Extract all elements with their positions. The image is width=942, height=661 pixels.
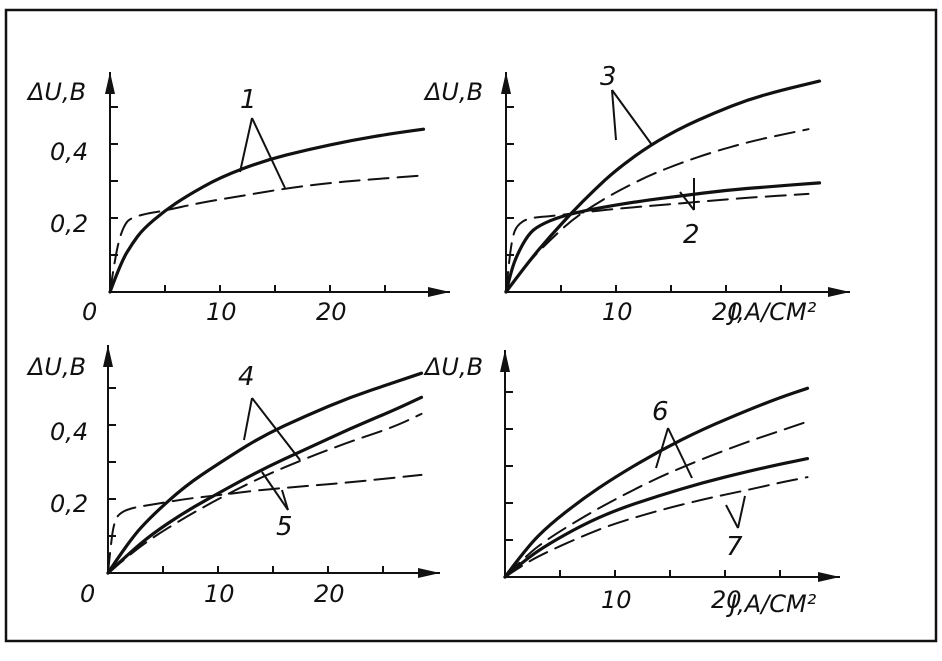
curve-label-7: 7 bbox=[726, 532, 743, 562]
series-5-dashed-3 bbox=[107, 473, 423, 574]
y-axis-arrow bbox=[103, 345, 113, 367]
series-2-dashed-3 bbox=[505, 192, 810, 293]
x-tick-label: 20 bbox=[314, 580, 345, 608]
curve-label-1: 1 bbox=[240, 85, 257, 115]
y-axis-arrow bbox=[501, 72, 511, 94]
leader-line bbox=[679, 191, 695, 211]
curve-label-3: 3 bbox=[600, 62, 617, 92]
series-4-solid-0 bbox=[106, 371, 424, 575]
leader-line bbox=[243, 397, 253, 441]
y-tick-label: 0,2 bbox=[50, 490, 88, 518]
y-axis-arrow bbox=[500, 350, 510, 372]
x-axis-arrow bbox=[428, 287, 450, 297]
x-axis-arrow bbox=[818, 572, 840, 582]
x-tick-label: 10 bbox=[601, 586, 632, 614]
series-1-solid-0 bbox=[108, 127, 426, 294]
y-tick-label: 0,4 bbox=[50, 138, 88, 166]
leader-line bbox=[251, 397, 301, 461]
series-4-solid-1 bbox=[106, 395, 424, 575]
x-axis-label: J,A/CM² bbox=[726, 590, 817, 618]
x-tick-label: 10 bbox=[602, 298, 633, 326]
chart-panel-top-left: ΔU,B 0,2 0,4 10 20 0 1 bbox=[26, 72, 450, 326]
chart-panel-top-right: ΔU,B 10 20J,A/CM² 3 2 bbox=[423, 62, 850, 326]
y-tick-label: 0,2 bbox=[50, 210, 88, 238]
series-7-dashed-3 bbox=[504, 476, 809, 578]
x-tick-label: 10 bbox=[204, 580, 235, 608]
origin-label: 0 bbox=[82, 298, 97, 326]
leader-line bbox=[611, 89, 617, 141]
leader-line bbox=[239, 117, 253, 173]
series-5-dashed-2 bbox=[107, 412, 423, 574]
leader-line bbox=[261, 471, 289, 511]
series-1-dashed-1 bbox=[109, 174, 425, 293]
y-tick-label: 0,4 bbox=[50, 418, 88, 446]
curve-label-2: 2 bbox=[683, 220, 700, 250]
curve-label-4: 4 bbox=[238, 362, 255, 392]
series-6-solid-0 bbox=[503, 386, 810, 579]
leader-line bbox=[655, 427, 669, 469]
x-axis-arrow bbox=[418, 568, 440, 578]
x-axis-label: J,A/CM² bbox=[726, 298, 817, 326]
chart-panel-bottom-left: ΔU,B 0,2 0,4 10 20 0 4 5 bbox=[26, 345, 440, 608]
leader-line bbox=[737, 495, 746, 529]
curve-label-5: 5 bbox=[276, 512, 293, 542]
x-tick-label: 20 bbox=[316, 298, 347, 326]
origin-label: 0 bbox=[80, 580, 95, 608]
leader-line bbox=[281, 489, 289, 511]
y-axis-label: ΔU,B bbox=[423, 353, 483, 381]
leader-line bbox=[667, 427, 693, 479]
series-6-dashed-1 bbox=[504, 420, 809, 578]
y-axis-label: ΔU,B bbox=[26, 78, 86, 106]
leader-line bbox=[725, 504, 739, 529]
series-3-solid-0 bbox=[504, 79, 822, 294]
x-tick-label: 20 bbox=[711, 586, 742, 614]
x-tick-label: 10 bbox=[206, 298, 237, 326]
y-axis-arrow bbox=[105, 72, 115, 94]
y-axis-label: ΔU,B bbox=[26, 353, 86, 381]
x-tick-label: 20 bbox=[712, 298, 743, 326]
series-7-solid-2 bbox=[503, 457, 810, 579]
series-3-dashed-1 bbox=[505, 128, 810, 293]
chart-panel-bottom-right: ΔU,B 10 20J,A/CM² 6 7 bbox=[423, 350, 840, 618]
x-axis-arrow bbox=[828, 287, 850, 297]
y-axis-label: ΔU,B bbox=[423, 78, 483, 106]
leader-line bbox=[251, 117, 286, 189]
curve-label-6: 6 bbox=[652, 397, 669, 427]
figure-frame bbox=[4, 8, 938, 643]
leader-line bbox=[611, 89, 653, 146]
